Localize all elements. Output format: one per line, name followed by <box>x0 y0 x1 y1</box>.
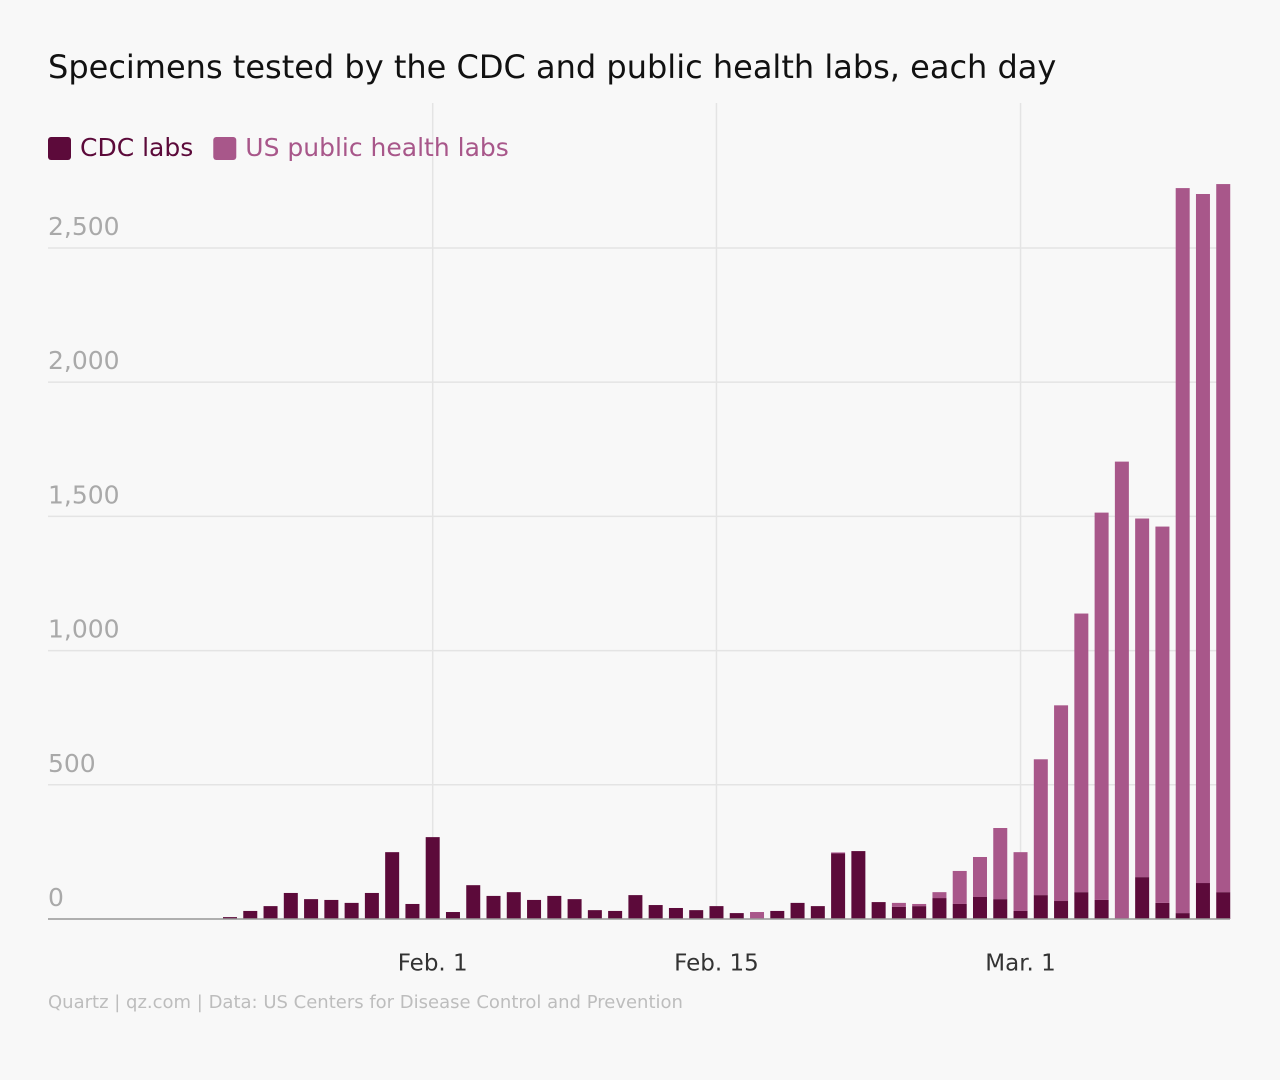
y-tick-label: 500 <box>48 749 96 778</box>
bar-segment <box>527 899 542 919</box>
x-tick-label: Feb. 1 <box>398 951 468 977</box>
bar-segment <box>972 856 987 897</box>
bar-segment <box>445 912 460 919</box>
bar-segment <box>405 903 420 919</box>
bar-segment <box>364 892 379 919</box>
bar-segment <box>729 913 744 919</box>
bar-segment <box>851 851 866 919</box>
legend-label: US public health labs <box>245 133 509 162</box>
bar-segment <box>993 828 1008 900</box>
bar-segment <box>912 903 927 907</box>
x-tick-label: Feb. 15 <box>674 951 759 977</box>
bar-segment <box>891 902 906 907</box>
legend-swatch <box>48 137 71 160</box>
bar-segment <box>466 885 481 919</box>
bar-segment <box>972 896 987 919</box>
bar-segment <box>993 899 1008 919</box>
bar-segment <box>648 905 663 919</box>
bar-segment <box>932 892 947 899</box>
chart-title: Specimens tested by the CDC and public h… <box>48 48 1056 86</box>
bar-segment <box>1074 613 1089 893</box>
y-tick-label: 1,500 <box>48 480 120 509</box>
legend-label: CDC labs <box>80 133 193 162</box>
bar-segment <box>1033 895 1048 919</box>
bar-segment <box>547 895 562 919</box>
y-tick-label: 2,000 <box>48 346 120 375</box>
x-tick-label: Mar. 1 <box>985 951 1056 977</box>
y-tick-label: 1,000 <box>48 615 120 644</box>
bar-segment <box>1216 892 1231 919</box>
y-tick-label: 2,500 <box>48 212 120 241</box>
bar-segment <box>304 899 319 919</box>
bar-segment <box>668 907 683 919</box>
bar-segment <box>871 902 886 919</box>
bar-segment <box>1175 913 1190 919</box>
bar-segment <box>243 910 258 919</box>
bar-segment <box>1216 184 1231 893</box>
legend-swatch <box>213 137 237 160</box>
bar-segment <box>1135 518 1150 878</box>
bar-segment <box>223 917 237 919</box>
bar-segment <box>689 910 704 919</box>
bar-segment <box>912 906 927 919</box>
bar-segment <box>1135 877 1150 919</box>
bar-segment <box>1013 910 1028 919</box>
bar-segment <box>1094 512 1109 900</box>
bar-segment <box>324 899 339 919</box>
bar-segment <box>1155 902 1170 919</box>
bar-segment <box>1114 461 1129 919</box>
bar-segment <box>790 902 805 919</box>
bar-segment <box>1195 883 1210 919</box>
bar-segment <box>486 895 501 919</box>
bar-segment <box>831 852 846 854</box>
bar-segment <box>567 899 582 919</box>
source: Quartz | qz.com | Data: US Centers for D… <box>48 992 683 1013</box>
bar-segment <box>831 853 846 919</box>
bar-segment <box>932 898 947 919</box>
bar-segment <box>709 906 724 919</box>
bar-segment <box>385 852 400 919</box>
bar-segment <box>283 892 298 919</box>
bar-segment <box>1175 188 1190 914</box>
bar-segment <box>608 910 623 919</box>
bar-segment <box>628 895 643 919</box>
bar-segment <box>1033 759 1048 896</box>
bar-segment <box>1094 899 1109 919</box>
y-tick-label: 0 <box>48 883 64 912</box>
bar-segment <box>810 906 825 919</box>
bar-segment <box>1013 852 1028 911</box>
bar-segment <box>1054 705 1069 902</box>
bar-segment <box>770 910 785 919</box>
bar-segment <box>1155 526 1170 903</box>
bar-segment <box>1195 193 1210 884</box>
bar-segment <box>587 910 602 919</box>
bar-segment <box>344 902 359 919</box>
bar-segment <box>952 870 967 904</box>
bar-segment <box>263 906 278 919</box>
bar-segment <box>1074 892 1089 919</box>
bar-segment <box>1054 901 1069 919</box>
bar-segment <box>952 903 967 919</box>
bar-segment <box>506 892 521 919</box>
bar-segment <box>425 837 440 919</box>
bar-segment <box>891 906 906 919</box>
bar-segment <box>750 912 765 919</box>
